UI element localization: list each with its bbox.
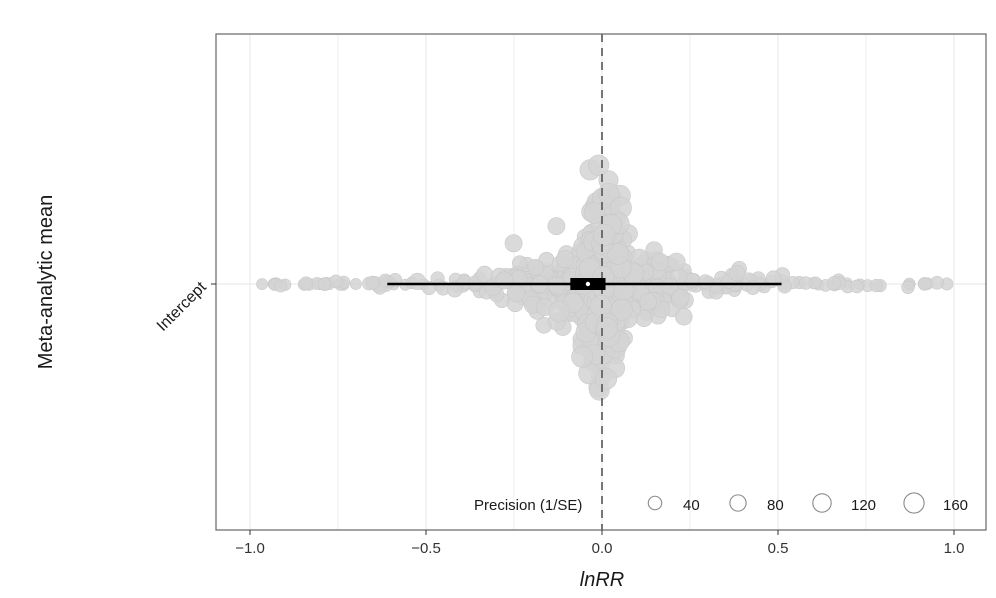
effect-size-point [611, 298, 633, 321]
legend-size-circle [812, 493, 832, 513]
effect-size-point [408, 272, 426, 291]
legend: Precision (1/SE) 40 80 120 160 [474, 492, 968, 514]
effect-size-point [661, 277, 679, 295]
effect-size-point [317, 277, 332, 291]
effect-size-point [593, 224, 616, 247]
effect-size-point [827, 276, 842, 291]
effect-size-point [917, 277, 932, 291]
legend-entry-label: 40 [683, 497, 700, 514]
effect-size-point [446, 281, 463, 298]
x-tick-label: −1.0 [235, 540, 265, 557]
effect-size-point [607, 243, 629, 265]
effect-size-point [571, 345, 593, 368]
y-category-label: Intercept [154, 278, 210, 334]
effect-size-point [765, 270, 782, 286]
effect-size-point [548, 300, 570, 323]
effect-size-point [651, 252, 670, 272]
effect-size-point [527, 258, 545, 276]
x-tick-label: 0.5 [768, 540, 789, 557]
effect-size-point [596, 317, 619, 340]
legend-size-circle [729, 494, 747, 512]
panel-border [215, 33, 987, 531]
effect-size-point [850, 279, 864, 294]
effect-size-point [495, 271, 514, 290]
effect-size-point [745, 279, 761, 295]
effect-size-point [548, 276, 567, 295]
y-axis-label: Meta-analytic mean [35, 195, 57, 370]
legend-entry-label: 80 [767, 497, 784, 514]
effect-size-point [639, 292, 658, 311]
effect-size-point [329, 274, 343, 289]
effect-size-point [728, 264, 746, 282]
x-tick-label: 1.0 [944, 540, 965, 557]
legend-entry-label: 160 [943, 497, 968, 514]
effect-size-point [597, 183, 620, 205]
legend-entry-label: 120 [851, 497, 876, 514]
effect-size-point [901, 280, 915, 294]
effect-size-point [930, 276, 944, 290]
legend-size-circle [647, 495, 663, 511]
effect-size-point [349, 278, 362, 290]
effect-size-point [799, 276, 813, 290]
effect-size-point [365, 275, 380, 290]
effect-size-point [697, 274, 713, 290]
effect-size-point [504, 234, 523, 253]
effect-size-point [675, 308, 693, 326]
effect-size-point [555, 249, 575, 269]
effect-size-point [299, 276, 313, 291]
effect-size-point [671, 288, 690, 307]
effect-size-point [547, 217, 566, 236]
effect-size-point [256, 278, 268, 290]
effect-size-point [274, 279, 288, 293]
effect-size-point [667, 252, 686, 271]
x-tick-label: −0.5 [411, 540, 441, 557]
estimate-layer [387, 278, 782, 290]
effect-size-point [583, 202, 606, 224]
x-tick-label: 0.0 [592, 540, 613, 557]
data-points [256, 154, 954, 401]
effect-size-point [595, 367, 618, 390]
legend-size-circle [903, 492, 925, 514]
effect-size-point [869, 279, 883, 293]
legend-title: Precision (1/SE) [474, 497, 582, 514]
effect-size-point [588, 154, 610, 176]
x-axis-label: lnRR [580, 569, 624, 591]
mean-estimate-point [585, 281, 591, 287]
